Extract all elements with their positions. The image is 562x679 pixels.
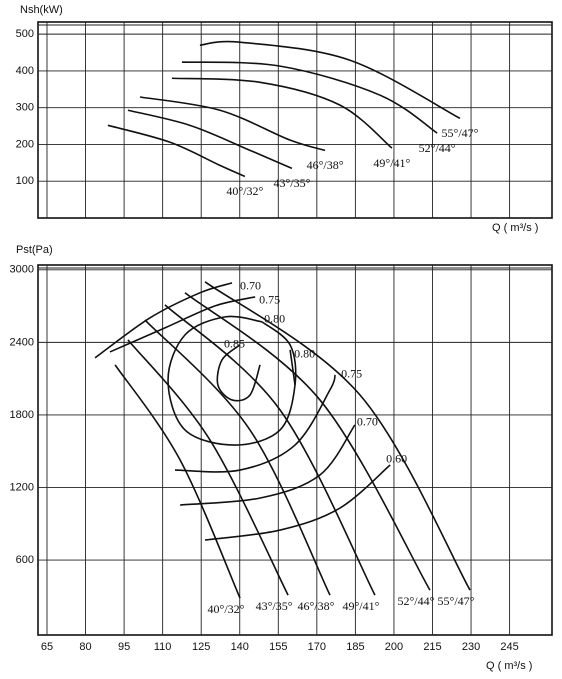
- efficiency-contour: [180, 424, 356, 506]
- blade-angle-curve: [114, 364, 241, 599]
- efficiency-contour-label: 0.70: [357, 415, 378, 429]
- efficiency-contour: [174, 374, 336, 473]
- efficiency-contour: [167, 315, 297, 446]
- y-tick-label: 1800: [10, 409, 34, 421]
- x-tick-label: 80: [79, 641, 91, 653]
- blade-angle-curve: [139, 96, 326, 152]
- blade-angle-curve-label: 46°/38°: [307, 158, 344, 172]
- efficiency-contour-label: 0.60: [386, 452, 407, 466]
- y-tick-label: 300: [16, 102, 34, 114]
- efficiency-contour: [109, 296, 256, 353]
- efficiency-contour-label: 0.80: [264, 312, 285, 326]
- blade-angle-curve: [171, 77, 393, 149]
- x-tick-label: 155: [269, 641, 287, 653]
- y-tick-label: 500: [16, 28, 34, 40]
- blade-angle-curve: [127, 339, 289, 596]
- blade-angle-curve-label: 43°/35°: [273, 176, 310, 190]
- plot-frame: [37, 264, 553, 636]
- y-tick-label: 1200: [10, 481, 34, 493]
- x-tick-label: 200: [385, 641, 403, 653]
- efficiency-contour: [94, 282, 233, 359]
- x-axis-label: Q ( m³/s ): [492, 222, 538, 234]
- x-tick-label: 65: [41, 641, 53, 653]
- efficiency-contour-label: 0.80: [294, 347, 315, 361]
- x-tick-label: 185: [346, 641, 364, 653]
- y-axis-label: Pst(Pa): [16, 244, 53, 256]
- x-tick-label: 230: [462, 641, 480, 653]
- blade-angle-curve: [164, 304, 376, 596]
- efficiency-contour: [289, 349, 296, 386]
- blade-angle-curve-label: 49°/41°: [342, 599, 379, 613]
- y-axis-label: Nsh(kW): [20, 4, 63, 16]
- plot-frame: [37, 21, 553, 219]
- y-tick-label: 2400: [10, 336, 34, 348]
- blade-angle-curve: [144, 319, 331, 596]
- blade-angle-curve-label: 40°/32°: [226, 184, 263, 198]
- blade-angle-curve: [199, 40, 461, 120]
- y-tick-label: 600: [16, 554, 34, 566]
- x-tick-label: 170: [308, 641, 326, 653]
- x-tick-label: 125: [192, 641, 210, 653]
- efficiency-contour-label: 0.75: [259, 293, 280, 307]
- x-tick-label: 95: [118, 641, 130, 653]
- x-tick-label: 245: [500, 641, 518, 653]
- blade-angle-curve-label: 52°/44°: [419, 141, 456, 155]
- blade-angle-curve-label: 52°/44°: [397, 594, 434, 608]
- efficiency-contour-label: 0.75: [341, 367, 362, 381]
- blade-angle-curve: [204, 281, 471, 591]
- blade-angle-curve: [181, 61, 438, 134]
- blade-angle-curve-label: 55°/47°: [442, 126, 479, 140]
- y-tick-label: 3000: [10, 264, 34, 276]
- y-tick-label: 200: [16, 138, 34, 150]
- efficiency-contour: [216, 344, 261, 402]
- x-axis-label: Q ( m³/s ): [486, 660, 532, 672]
- efficiency-contour: [204, 464, 391, 541]
- blade-angle-curve: [107, 124, 246, 178]
- blade-angle-curve-label: 55°/47°: [438, 594, 475, 608]
- blade-angle-curve-label: 40°/32°: [208, 602, 245, 616]
- x-tick-label: 140: [231, 641, 249, 653]
- y-tick-label: 400: [16, 65, 34, 77]
- blade-angle-curve: [127, 109, 293, 170]
- x-tick-label: 110: [154, 641, 172, 653]
- blade-angle-curve: [184, 292, 431, 591]
- x-tick-label: 215: [423, 641, 441, 653]
- efficiency-contour-label: 0.85: [224, 337, 245, 351]
- blade-angle-curve-label: 46°/38°: [297, 599, 334, 613]
- efficiency-contour-label: 0.70: [240, 279, 261, 293]
- blade-angle-curve-label: 49°/41°: [373, 156, 410, 170]
- y-tick-label: 100: [16, 175, 34, 187]
- blade-angle-curve-label: 43°/35°: [256, 599, 293, 613]
